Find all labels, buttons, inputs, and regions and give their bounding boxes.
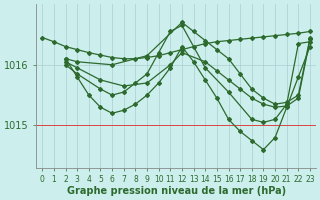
X-axis label: Graphe pression niveau de la mer (hPa): Graphe pression niveau de la mer (hPa) [67, 186, 286, 196]
